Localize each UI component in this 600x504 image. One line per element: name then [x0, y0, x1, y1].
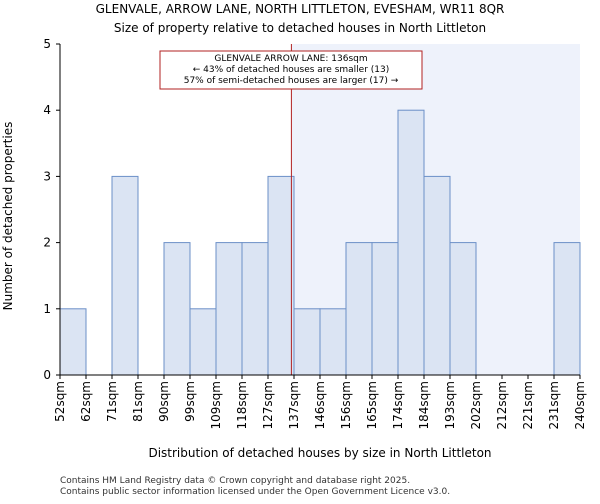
- y-tick-label-4: 4: [43, 103, 51, 117]
- annotation-line-2: ← 43% of detached houses are smaller (13…: [193, 65, 390, 75]
- bar-99sqm: [189, 308, 217, 376]
- x-tick-label-184sqm: 184sqm: [417, 381, 431, 429]
- bar-90sqm: [163, 242, 191, 376]
- chart-subtitle: Size of property relative to detached ho…: [114, 21, 486, 35]
- footer-line-1: Contains HM Land Registry data © Crown c…: [60, 476, 410, 486]
- x-tick-label-156sqm: 156sqm: [339, 381, 353, 429]
- bar-184sqm: [423, 175, 451, 376]
- bar-109sqm: [215, 242, 243, 376]
- y-tick-label-0: 0: [43, 368, 51, 382]
- x-tick-label-193sqm: 193sqm: [443, 381, 457, 429]
- annotation-line-3: 57% of semi-detached houses are larger (…: [184, 76, 399, 86]
- x-tick-label-240sqm: 240sqm: [573, 381, 587, 429]
- bar-71sqm: [111, 175, 139, 376]
- x-tick-label-202sqm: 202sqm: [469, 381, 483, 429]
- bar-156sqm: [345, 242, 373, 376]
- bars-group: [59, 109, 581, 376]
- x-tick-label-99sqm: 99sqm: [183, 381, 197, 422]
- bar-174sqm: [397, 109, 425, 376]
- x-tick-label-146sqm: 146sqm: [313, 381, 327, 429]
- bar-118sqm: [241, 242, 269, 376]
- x-tick-label-81sqm: 81sqm: [131, 381, 145, 422]
- x-tick-label-90sqm: 90sqm: [157, 381, 171, 422]
- annotation-border: [159, 50, 423, 90]
- x-tick-label-118sqm: 118sqm: [235, 381, 249, 429]
- x-tick-label-221sqm: 221sqm: [521, 381, 535, 429]
- axes-group: 0 1 2 3 4 5 52sqm 62sqm 71sqm 81sqm 90sqm 99sqm 109s…: [43, 37, 587, 429]
- y-tick-label-5: 5: [43, 37, 51, 51]
- x-tick-label-71sqm: 71sqm: [105, 381, 119, 422]
- x-tick-label-137sqm: 137sqm: [287, 381, 301, 429]
- bar-231sqm: [553, 242, 581, 376]
- y-tick-label-1: 1: [43, 302, 51, 316]
- bar-137sqm: [293, 308, 321, 376]
- x-tick-label-231sqm: 231sqm: [547, 381, 561, 429]
- bar-52sqm: [59, 308, 87, 376]
- x-tick-label-127sqm: 127sqm: [261, 381, 275, 429]
- x-tick-label-165sqm: 165sqm: [365, 381, 379, 429]
- y-tick-label-3: 3: [43, 169, 51, 183]
- x-axis-label: Distribution of detached houses by size …: [148, 446, 491, 460]
- footer-line-2: Contains public sector information licen…: [60, 487, 450, 497]
- x-tick-label-52sqm: 52sqm: [53, 381, 67, 422]
- annotation-line-1: GLENVALE ARROW LANE: 136sqm: [214, 54, 367, 64]
- bar-165sqm: [371, 242, 399, 376]
- x-tick-label-212sqm: 212sqm: [495, 381, 509, 429]
- x-tick-label-174sqm: 174sqm: [391, 381, 405, 429]
- chart-title: GLENVALE, ARROW LANE, NORTH LITTLETON, E…: [96, 2, 505, 16]
- bar-146sqm: [319, 308, 347, 376]
- x-tick-label-109sqm: 109sqm: [209, 381, 223, 429]
- y-tick-label-2: 2: [43, 236, 51, 250]
- annotation-box: GLENVALE ARROW LANE: 136sqm ← 43% of det…: [159, 50, 423, 90]
- x-tick-label-62sqm: 62sqm: [79, 381, 93, 422]
- y-axis-label: Number of detached properties: [1, 122, 15, 311]
- bar-193sqm: [449, 242, 477, 376]
- bar-127sqm: [267, 175, 295, 376]
